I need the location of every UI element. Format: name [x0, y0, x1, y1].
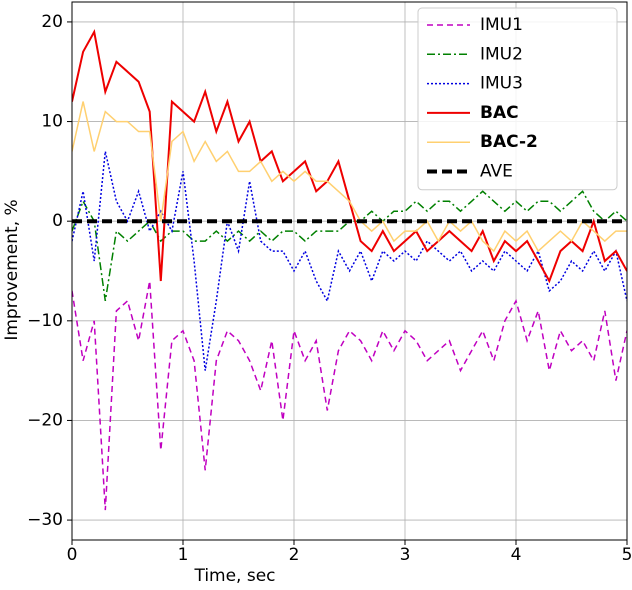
x-tick-label: 5 [622, 545, 632, 565]
series-line [72, 101, 627, 253]
y-tick-label: −10 [27, 311, 63, 331]
plot-frame [71, 1, 628, 541]
x-axis-label: Time, sec [193, 566, 275, 586]
legend-label: IMU1 [480, 15, 523, 35]
y-tick-label: 10 [41, 112, 63, 132]
x-tick-label: 3 [400, 545, 411, 565]
legend-label: IMU3 [480, 74, 523, 94]
legend-label: AVE [480, 162, 513, 182]
y-tick-label: 0 [52, 211, 63, 231]
legend-label: BAC-2 [480, 132, 538, 152]
series-line [72, 280, 627, 511]
x-tick-label: 0 [67, 545, 78, 565]
x-tick-label: 1 [178, 545, 189, 565]
y-axis-label: Improvement, % [2, 199, 22, 340]
legend-label: IMU2 [480, 44, 523, 64]
y-tick-label: −20 [27, 410, 63, 430]
x-tick-label: 4 [511, 545, 522, 565]
y-tick-label: 20 [41, 12, 63, 32]
x-tick-label: 2 [289, 545, 300, 565]
legend-label: BAC [480, 103, 519, 123]
y-tick-label: −30 [27, 510, 63, 530]
legend-box [417, 7, 618, 191]
